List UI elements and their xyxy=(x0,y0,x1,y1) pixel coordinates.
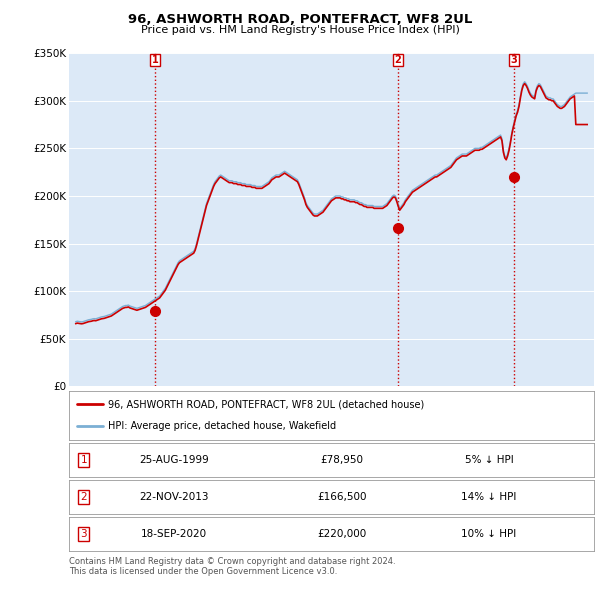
Text: 1: 1 xyxy=(80,455,87,464)
Text: £166,500: £166,500 xyxy=(317,492,367,502)
Text: 2: 2 xyxy=(395,55,401,65)
Text: Contains HM Land Registry data © Crown copyright and database right 2024.
This d: Contains HM Land Registry data © Crown c… xyxy=(69,557,395,576)
Text: 18-SEP-2020: 18-SEP-2020 xyxy=(141,529,207,539)
Text: 2: 2 xyxy=(80,492,87,502)
Text: £78,950: £78,950 xyxy=(320,455,364,464)
Text: 25-AUG-1999: 25-AUG-1999 xyxy=(139,455,209,464)
Text: 14% ↓ HPI: 14% ↓ HPI xyxy=(461,492,517,502)
Text: 96, ASHWORTH ROAD, PONTEFRACT, WF8 2UL: 96, ASHWORTH ROAD, PONTEFRACT, WF8 2UL xyxy=(128,13,472,26)
Text: 96, ASHWORTH ROAD, PONTEFRACT, WF8 2UL (detached house): 96, ASHWORTH ROAD, PONTEFRACT, WF8 2UL (… xyxy=(109,399,425,409)
Text: HPI: Average price, detached house, Wakefield: HPI: Average price, detached house, Wake… xyxy=(109,421,337,431)
Text: 5% ↓ HPI: 5% ↓ HPI xyxy=(464,455,514,464)
Text: 3: 3 xyxy=(80,529,87,539)
Text: 3: 3 xyxy=(511,55,518,65)
Text: 1: 1 xyxy=(152,55,158,65)
Text: £220,000: £220,000 xyxy=(317,529,367,539)
Text: Price paid vs. HM Land Registry's House Price Index (HPI): Price paid vs. HM Land Registry's House … xyxy=(140,25,460,35)
Text: 22-NOV-2013: 22-NOV-2013 xyxy=(139,492,209,502)
Text: 10% ↓ HPI: 10% ↓ HPI xyxy=(461,529,517,539)
